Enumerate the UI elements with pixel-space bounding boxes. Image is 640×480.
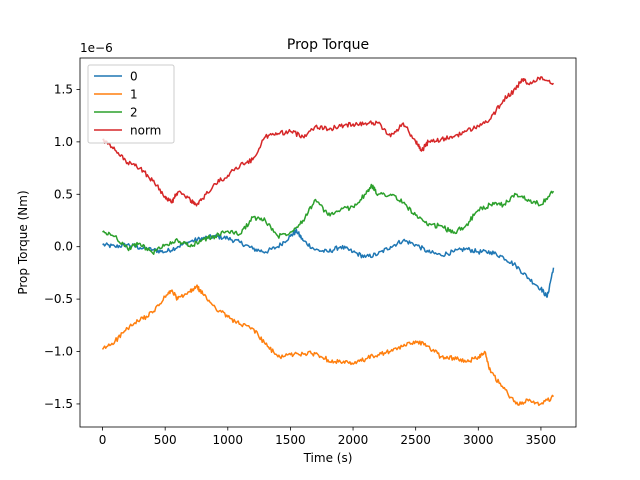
x-tick-label: 2500 bbox=[400, 433, 431, 447]
x-axis-label: Time (s) bbox=[303, 451, 353, 465]
x-tick-label: 1000 bbox=[213, 433, 244, 447]
y-tick-label: −1.5 bbox=[44, 397, 73, 411]
x-axis-ticks: 0 500 1000 1500 2000 2500 3000 3500 bbox=[99, 427, 556, 447]
y-tick-label: 0.5 bbox=[54, 187, 73, 201]
x-tick-label: 500 bbox=[154, 433, 177, 447]
y-tick-label: −0.5 bbox=[44, 292, 73, 306]
x-tick-label: 1500 bbox=[275, 433, 306, 447]
y-axis-label: Prop Torque (Nm) bbox=[16, 190, 30, 294]
series-layer bbox=[101, 76, 555, 407]
legend: 0 1 2 norm bbox=[87, 64, 175, 144]
series-line-1 bbox=[101, 284, 555, 407]
series-line-norm bbox=[102, 76, 555, 207]
y-tick-label: 1.0 bbox=[54, 135, 73, 149]
x-tick-label: 2000 bbox=[338, 433, 369, 447]
legend-box bbox=[87, 64, 175, 144]
x-tick-label: 3500 bbox=[526, 433, 557, 447]
legend-label: 0 bbox=[130, 70, 138, 84]
legend-label: 1 bbox=[130, 88, 138, 102]
y-tick-label: 1.5 bbox=[54, 82, 73, 96]
legend-label: norm bbox=[130, 124, 161, 138]
y-offset-label: 1e−6 bbox=[80, 41, 113, 55]
y-tick-label: 0.0 bbox=[54, 240, 73, 254]
x-tick-label: 0 bbox=[99, 433, 107, 447]
series-line-0 bbox=[102, 228, 555, 298]
chart-title: Prop Torque bbox=[287, 37, 369, 53]
y-tick-label: −1.0 bbox=[44, 345, 73, 359]
legend-label: 2 bbox=[130, 106, 138, 120]
plot-frame bbox=[79, 57, 577, 428]
y-axis-ticks: −1.5 −1.0 −0.5 0.0 0.5 1.0 1.5 bbox=[44, 82, 80, 411]
x-tick-label: 3000 bbox=[463, 433, 494, 447]
series-line-2 bbox=[102, 183, 555, 255]
